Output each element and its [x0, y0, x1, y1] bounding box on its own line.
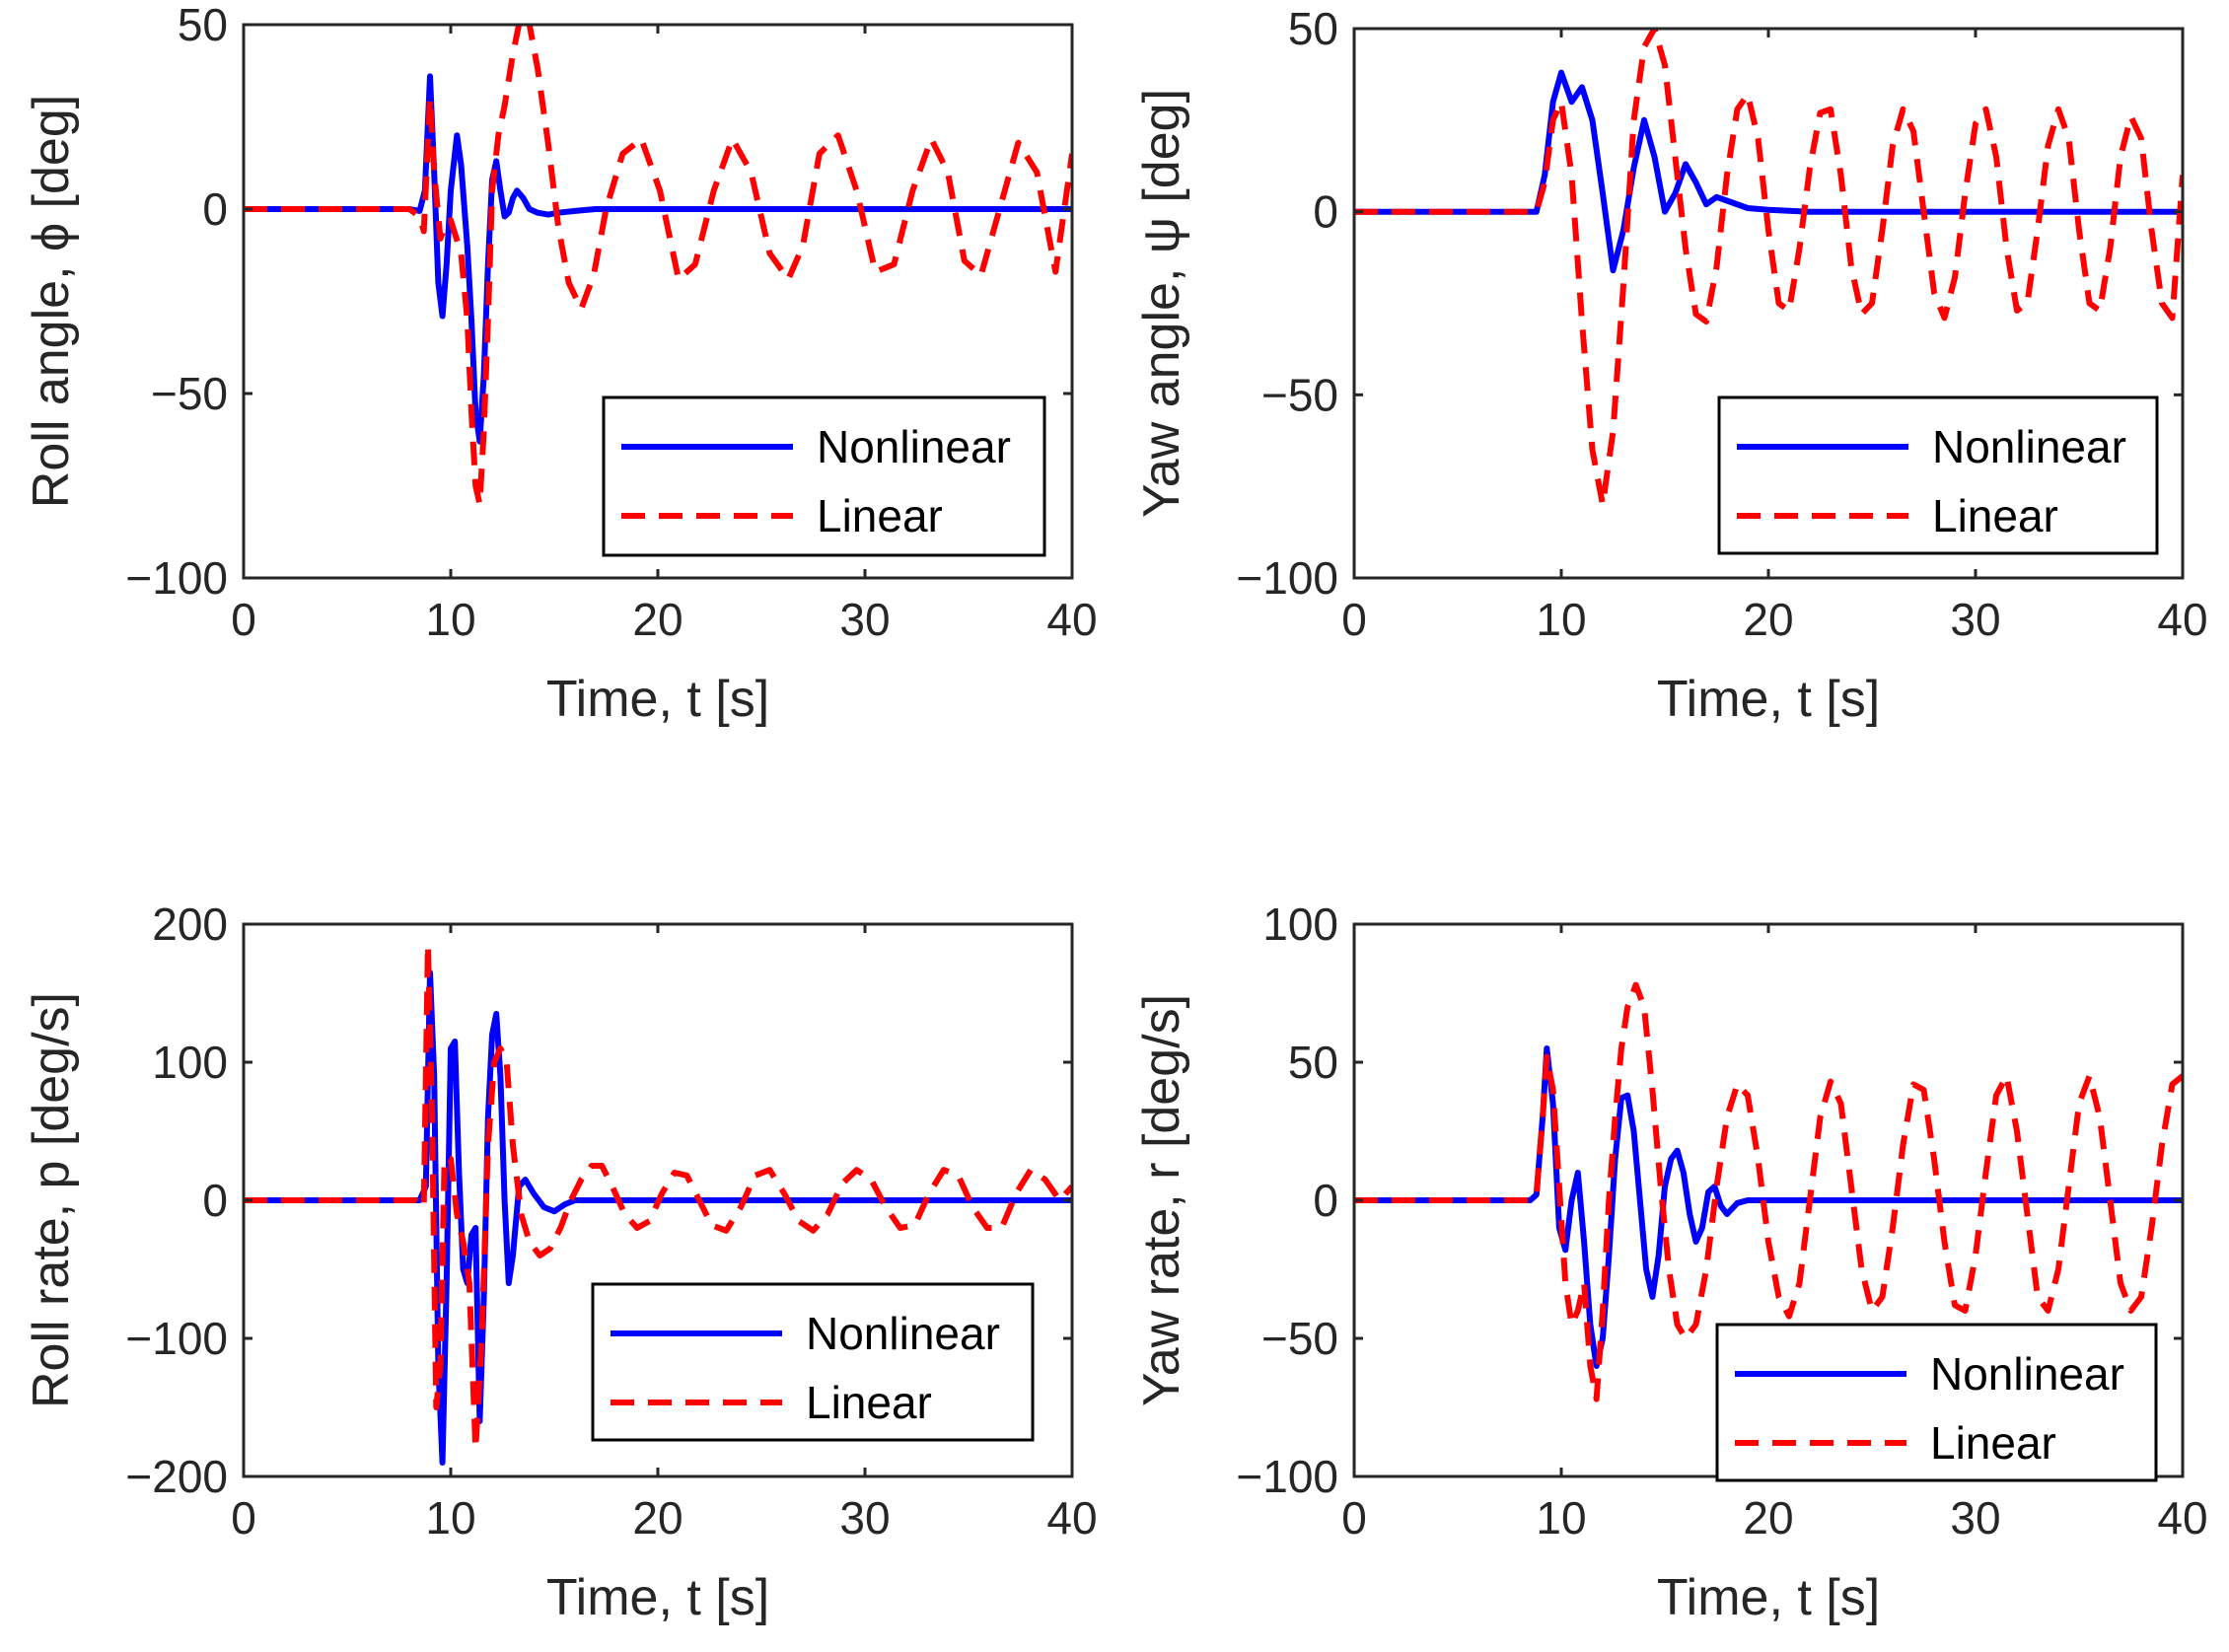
roll-rate-legend: Nonlinear Linear	[591, 1282, 1035, 1442]
roll-angle-legend-box	[602, 395, 1046, 557]
yaw-angle-y-tick-label: 50	[1288, 3, 1338, 54]
yaw-angle-x-tick-label: 20	[1743, 594, 1793, 645]
roll-angle-x-axis-label: Time, t [s]	[546, 671, 769, 728]
yaw-rate-y-tick-label: −50	[1261, 1313, 1338, 1364]
roll-rate-x-tick-label: 40	[1046, 1492, 1097, 1544]
yaw-angle-legend: Nonlinear Linear	[1717, 395, 2159, 555]
yaw-angle-legend-box	[1717, 395, 2159, 555]
yaw-rate-series-linear-line	[1354, 981, 2183, 1402]
yaw-angle-panel: 0 10 20 30 40 −100 −50 0 50 Time, t [s] Yaw angle,…	[1133, 3, 2208, 728]
yaw-angle-x-tick-label: 0	[1341, 594, 1367, 645]
yaw-angle-series-nonlinear-line	[1354, 69, 2183, 274]
yaw-angle-y-tick-label: −50	[1261, 369, 1338, 420]
roll-rate-legend-label-linear: Linear	[806, 1377, 932, 1428]
roll-angle-y-tick-label: −100	[125, 552, 228, 604]
roll-angle-y-axis-label: Roll angle, ϕ [deg]	[23, 95, 80, 508]
roll-rate-legend-label-nonlinear: Nonlinear	[806, 1308, 1000, 1359]
roll-rate-y-tick-label: 100	[152, 1037, 228, 1088]
yaw-angle-y-tick-label: −100	[1236, 552, 1338, 604]
roll-rate-y-tick-label: 0	[202, 1175, 228, 1226]
roll-rate-y-tick-label: −100	[125, 1313, 228, 1364]
roll-angle-legend-label-linear: Linear	[817, 490, 943, 541]
yaw-angle-x-tick-label: 40	[2157, 594, 2207, 645]
yaw-rate-legend-label-linear: Linear	[1930, 1417, 2056, 1469]
roll-rate-y-axis-label: Roll rate, p [deg/s]	[23, 992, 80, 1408]
yaw-angle-x-tick-label: 10	[1536, 594, 1586, 645]
yaw-rate-x-tick-label: 20	[1743, 1492, 1793, 1544]
roll-angle-y-tick-label: 50	[178, 0, 228, 50]
yaw-rate-x-axis-label: Time, t [s]	[1657, 1569, 1880, 1626]
yaw-rate-panel: 0 10 20 30 40 −100 −50 0 50 100 Time, t [s] Yaw rat…	[1133, 898, 2208, 1626]
yaw-rate-x-tick-label: 30	[1950, 1492, 2000, 1544]
yaw-rate-legend-label-nonlinear: Nonlinear	[1930, 1348, 2124, 1400]
roll-angle-x-tick-label: 20	[632, 594, 683, 645]
yaw-rate-y-tick-label: 50	[1288, 1037, 1338, 1088]
roll-angle-panel: 0 10 20 30 40 −100 −50 0 50 Time, t [s] Roll angle…	[23, 0, 1098, 728]
yaw-angle-y-axis-label: Yaw angle, ψ [deg]	[1133, 89, 1190, 518]
roll-rate-x-axis-label: Time, t [s]	[546, 1569, 769, 1626]
roll-rate-x-tick-label: 30	[839, 1492, 890, 1544]
yaw-rate-y-tick-label: 0	[1313, 1175, 1338, 1226]
roll-rate-x-tick-label: 20	[632, 1492, 683, 1544]
yaw-angle-x-axis-label: Time, t [s]	[1657, 671, 1880, 728]
roll-angle-x-tick-label: 0	[231, 594, 256, 645]
roll-angle-y-tick-label: 0	[202, 183, 228, 235]
roll-angle-x-tick-label: 10	[425, 594, 475, 645]
roll-rate-legend-box	[591, 1282, 1035, 1442]
yaw-angle-x-tick-label: 30	[1950, 594, 2000, 645]
roll-angle-legend-label-nonlinear: Nonlinear	[817, 421, 1011, 472]
yaw-angle-legend-label-nonlinear: Nonlinear	[1932, 421, 2126, 472]
yaw-angle-y-tick-label: 0	[1313, 186, 1338, 238]
roll-angle-y-tick-label: −50	[151, 368, 228, 419]
roll-rate-x-tick-label: 0	[231, 1492, 256, 1544]
roll-angle-x-tick-label: 40	[1046, 594, 1097, 645]
roll-angle-x-tick-label: 30	[839, 594, 890, 645]
yaw-rate-legend-box	[1715, 1323, 2158, 1482]
yaw-rate-y-tick-label: 100	[1262, 898, 1338, 950]
roll-rate-x-tick-label: 10	[425, 1492, 475, 1544]
roll-rate-series-linear-line	[244, 942, 1072, 1452]
yaw-rate-legend: Nonlinear Linear	[1715, 1323, 2158, 1482]
roll-angle-series-linear-line	[244, 25, 1072, 508]
yaw-angle-series-linear-line	[1354, 29, 2183, 508]
yaw-rate-y-tick-label: −100	[1236, 1451, 1338, 1502]
yaw-rate-x-tick-label: 0	[1341, 1492, 1367, 1544]
roll-angle-legend: Nonlinear Linear	[602, 395, 1046, 557]
yaw-rate-x-tick-label: 40	[2157, 1492, 2207, 1544]
yaw-rate-y-axis-label: Yaw rate, r [deg/s]	[1133, 994, 1190, 1406]
roll-rate-panel: 0 10 20 30 40 −200 −100 0 100 200 Time, t [s] Roll …	[23, 898, 1098, 1626]
yaw-rate-x-tick-label: 10	[1536, 1492, 1586, 1544]
roll-rate-y-tick-label: 200	[152, 898, 228, 950]
roll-rate-y-tick-label: −200	[125, 1451, 228, 1502]
yaw-angle-legend-label-linear: Linear	[1932, 490, 2058, 541]
